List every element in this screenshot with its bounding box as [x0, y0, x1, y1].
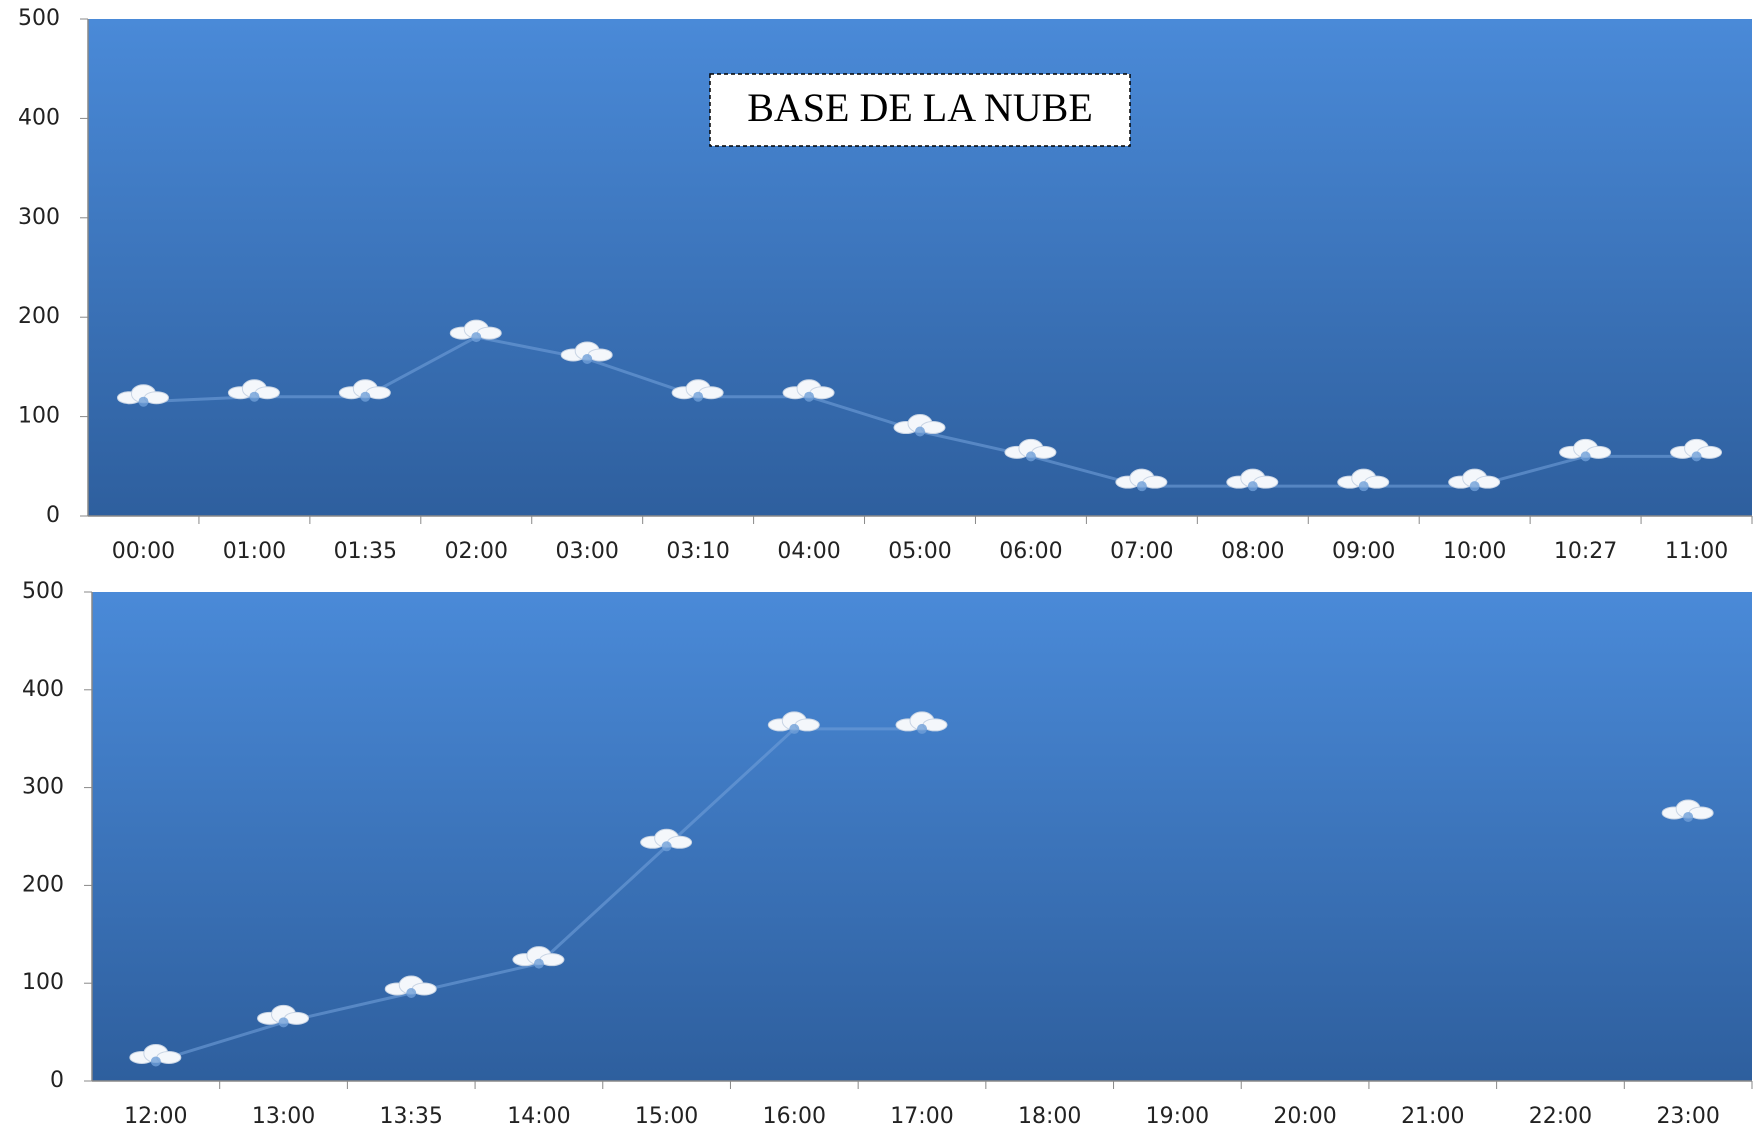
title-box — [709, 73, 1131, 147]
cloud-icon — [1004, 438, 1057, 459]
x-tick-label: 22:00 — [1529, 1104, 1592, 1129]
y-tick-label: 500 — [22, 579, 64, 604]
cloud-icon — [227, 379, 280, 400]
point — [1580, 451, 1591, 462]
cloud-icon — [671, 379, 724, 400]
cloud-icon — [893, 414, 946, 435]
cloud-icon — [129, 1043, 182, 1064]
cloud-icon — [1661, 799, 1714, 820]
x-tick-label: 16:00 — [763, 1104, 826, 1129]
cloud-icon — [560, 341, 613, 362]
y-tick-label: 400 — [18, 105, 60, 130]
cloud-icon — [782, 379, 835, 400]
x-tick-label: 14:00 — [507, 1104, 570, 1129]
cloud-icon — [338, 379, 391, 400]
point — [1469, 481, 1480, 492]
x-tick-label: 20:00 — [1273, 1104, 1336, 1129]
x-tick-label: 05:00 — [888, 539, 951, 564]
point — [150, 1056, 161, 1067]
x-tick-label: 07:00 — [1110, 539, 1173, 564]
chart-title: BASE DE LA NUBE — [747, 85, 1093, 130]
y-tick-label: 100 — [22, 970, 64, 995]
x-tick-label: 01:00 — [223, 539, 286, 564]
x-tick-label: 03:00 — [555, 539, 618, 564]
x-tick-label: 10:00 — [1443, 539, 1506, 564]
point — [533, 958, 544, 969]
point — [471, 332, 482, 343]
y-tick-label: 100 — [18, 404, 60, 429]
cloud-icon — [116, 384, 169, 405]
x-tick-label: 02:00 — [445, 539, 508, 564]
x-tick-label: 01:35 — [334, 539, 397, 564]
x-tick-label: 10:27 — [1554, 539, 1617, 564]
point — [138, 396, 149, 407]
y-tick-label: 200 — [18, 304, 60, 329]
plot-area — [92, 592, 1752, 1081]
x-tick-label: 21:00 — [1401, 1104, 1464, 1129]
x-tick-label: 03:10 — [666, 539, 729, 564]
cloud-icon — [1670, 438, 1723, 459]
point — [789, 723, 800, 734]
y-tick-label: 400 — [22, 677, 64, 702]
point — [582, 353, 593, 364]
y-tick-label: 0 — [50, 1068, 64, 1093]
x-tick-label: 19:00 — [1146, 1104, 1209, 1129]
point — [1691, 451, 1702, 462]
point — [278, 1017, 289, 1028]
x-tick-label: 13:00 — [252, 1104, 315, 1129]
x-tick-label: 08:00 — [1221, 539, 1284, 564]
x-tick-label: 09:00 — [1332, 539, 1395, 564]
x-tick-label: 15:00 — [635, 1104, 698, 1129]
x-tick-label: 06:00 — [999, 539, 1062, 564]
point — [804, 391, 815, 402]
x-tick-label: 13:35 — [380, 1104, 443, 1129]
cloud-icon — [767, 711, 820, 732]
x-tick-label: 18:00 — [1018, 1104, 1081, 1129]
cloud-icon — [257, 1004, 310, 1025]
cloud-icon — [1559, 438, 1612, 459]
point — [693, 391, 704, 402]
y-tick-label: 300 — [18, 205, 60, 230]
point — [406, 987, 417, 998]
y-tick-label: 200 — [22, 872, 64, 897]
point — [249, 391, 260, 402]
point — [1247, 481, 1258, 492]
cloud-icon — [512, 946, 565, 967]
point — [1683, 811, 1694, 822]
x-tick-label: 12:00 — [124, 1104, 187, 1129]
x-tick-label: 00:00 — [112, 539, 175, 564]
point — [360, 391, 371, 402]
cloud-icon — [384, 975, 437, 996]
y-tick-label: 0 — [46, 503, 60, 528]
cloud-icon — [449, 319, 502, 340]
y-tick-label: 500 — [18, 6, 60, 31]
x-tick-label: 11:00 — [1665, 539, 1728, 564]
point — [661, 841, 672, 852]
point — [917, 723, 927, 734]
point — [1136, 481, 1147, 492]
point — [915, 426, 925, 437]
y-tick-label: 300 — [22, 775, 64, 800]
cloud-icon — [1115, 468, 1168, 489]
x-tick-label: 04:00 — [777, 539, 840, 564]
point — [1358, 481, 1369, 492]
x-tick-label: 23:00 — [1656, 1104, 1719, 1129]
point — [1025, 451, 1036, 462]
x-tick-label: 17:00 — [890, 1104, 953, 1129]
cloud-icon — [895, 711, 948, 732]
